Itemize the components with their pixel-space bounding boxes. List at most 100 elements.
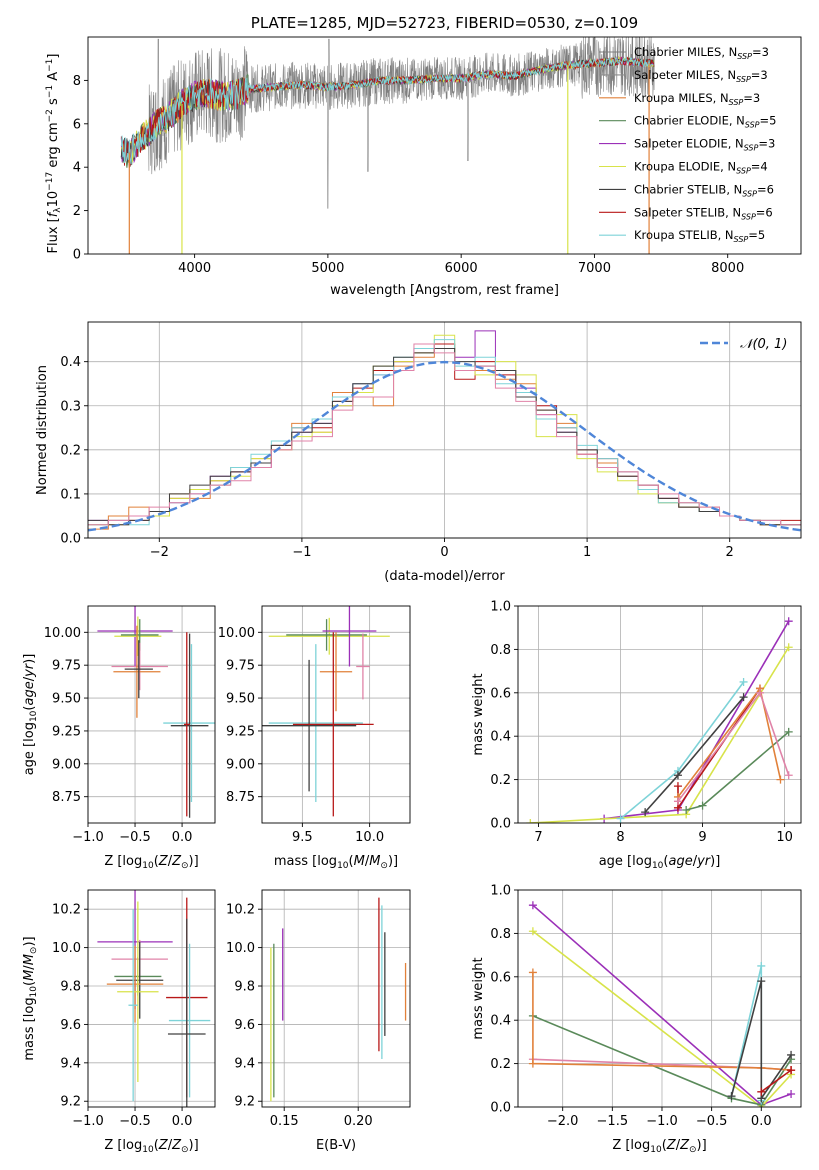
- x-tick-label: 7000: [578, 261, 611, 276]
- label-part: 10: [652, 861, 664, 871]
- label-part: ⊙: [689, 1145, 697, 1155]
- legend-text: Chabrier STELIB, N: [634, 182, 742, 196]
- y-tick-label: 9.25: [226, 724, 255, 739]
- y-tick-label: 9.75: [226, 659, 255, 674]
- legend-val: =3: [752, 45, 769, 59]
- label-part: M: [22, 970, 37, 981]
- y-tick-label: 9.50: [226, 692, 255, 707]
- weight-marker: [739, 677, 748, 686]
- label-part: /: [22, 965, 37, 970]
- weight-marker: [682, 805, 691, 814]
- y-tick-label: 0.2: [490, 1057, 511, 1072]
- label-part: yr: [22, 662, 37, 678]
- axes-frame: [261, 605, 411, 824]
- x-axis-label: mass [log10(M/M⊙)]: [274, 854, 398, 871]
- legend-text: Kroupa ELODIE, N: [634, 160, 736, 174]
- weight-marker: [784, 617, 793, 626]
- y-tick-label: 0.2: [60, 443, 81, 458]
- label-part: (: [22, 981, 37, 986]
- errorbars: [97, 606, 215, 818]
- weight-marker: [755, 688, 764, 697]
- label-part: (: [663, 854, 668, 869]
- y-axis-label: Flux [fλ10−17 erg cm−2 s−1 A−1]: [45, 54, 63, 254]
- x-axis-label: age [log10(age/yr)]: [599, 854, 721, 871]
- y-tick-label: 0.2: [490, 773, 511, 788]
- y-tick-label: 8.75: [226, 790, 255, 805]
- label-part: )]: [189, 854, 199, 869]
- x-axis-label: wavelength [Angstrom, rest frame]: [330, 283, 559, 298]
- label-part: )]: [710, 854, 720, 869]
- y-tick-label: 10.00: [44, 626, 81, 641]
- y-tick-label: 9.8: [234, 980, 255, 995]
- weight-marker: [776, 775, 785, 784]
- model-line-chabrier_stelib: [120, 57, 655, 166]
- model-line-kroupa_stelib: [120, 56, 655, 165]
- label-part: /: [168, 1138, 173, 1153]
- label-part: age [log: [22, 722, 37, 775]
- label-part: M: [354, 854, 365, 869]
- y-axis-label: Normed distribution: [35, 365, 50, 495]
- legend-sub: SSP: [736, 75, 751, 84]
- y-tick-label: 9.2: [234, 1095, 255, 1110]
- label-part: −1: [45, 85, 55, 98]
- x-tick-label: 0.0: [751, 1114, 772, 1129]
- legend-sub: SSP: [729, 98, 744, 107]
- label-part: mass [log: [22, 997, 37, 1060]
- x-axis-label: Z [log10(Z/Z⊙)]: [612, 1138, 706, 1155]
- y-tick-label: 0.6: [490, 686, 511, 701]
- weight-marker: [673, 797, 682, 806]
- mass-vs-ebv-panel: 0.15 0.20 9.2 9.4 9.6 9.8 10.0 10.2: [226, 889, 411, 1129]
- x-tick-label: 0: [440, 545, 448, 560]
- y-tick-label: 9.6: [234, 1018, 255, 1033]
- weight-marker: [616, 814, 625, 823]
- weight-marker: [784, 643, 793, 652]
- weight-series-4: [532, 972, 792, 1071]
- label-part: f: [46, 210, 61, 217]
- errorbars: [262, 606, 390, 817]
- y-axis-label: mass weight: [471, 673, 486, 755]
- label-part: s: [46, 98, 61, 109]
- x-axis-label: Z [log10(Z/Z⊙)]: [104, 854, 198, 871]
- x-tick-label: 7: [534, 830, 542, 845]
- label-part: /: [168, 854, 173, 869]
- label-part: /: [22, 676, 37, 681]
- x-tick-label: −1.0: [72, 1114, 104, 1129]
- legend-val: =4: [751, 160, 768, 174]
- x-tick-label: 8: [616, 830, 624, 845]
- x-tick-label: 9.5: [292, 830, 313, 845]
- x-tick-label: −1.5: [597, 1114, 629, 1129]
- x-tick-label: 8000: [711, 261, 744, 276]
- label-part: 10: [29, 710, 39, 722]
- age-vs-Z-panel: −1.0 −0.5 0.0 8.75 9.00 9.25 9.50 9.75 10.00 Z [l…: [22, 605, 216, 871]
- legend-val: =3: [751, 68, 768, 82]
- label-part: erg cm: [46, 122, 61, 171]
- y-tick-label: 0.4: [60, 355, 81, 370]
- label-part: Z: [158, 1138, 169, 1153]
- legend-label: 𝒩(0, 1): [740, 337, 787, 352]
- legend-sub: SSP: [741, 212, 756, 221]
- y-tick-label: 2: [73, 204, 81, 219]
- y-axis-label: mass weight: [471, 957, 486, 1039]
- label-part: age: [668, 854, 692, 869]
- label-part: 10: [337, 861, 349, 871]
- legend-val: =5: [760, 114, 777, 128]
- y-axis-label: age [log10(age/yr)]: [22, 654, 39, 776]
- y-tick-label: 9.50: [52, 692, 81, 707]
- spectrum-lines: [120, 37, 655, 254]
- weight-marker: [787, 1050, 796, 1059]
- weight-marker: [673, 782, 682, 791]
- legend-sub: SSP: [742, 189, 757, 198]
- chart-title: PLATE=1285, MJD=52723, FIBERID=0530, z=0…: [251, 14, 638, 32]
- label-part: (: [349, 854, 354, 869]
- weight-marker: [757, 961, 766, 970]
- y-tick-label: 10.0: [52, 941, 81, 956]
- legend-label-0: Chabrier MILES, NSSP=3: [634, 45, 769, 61]
- weight-series-7: [760, 1069, 792, 1093]
- weight-marker: [787, 1089, 796, 1098]
- y-tick-label: 0.8: [490, 927, 511, 942]
- y-tick-label: 0.0: [490, 1101, 511, 1116]
- label-part: 10: [46, 191, 61, 208]
- y-tick-label: 0.3: [60, 399, 81, 414]
- y-tick-label: 0.4: [490, 1014, 511, 1029]
